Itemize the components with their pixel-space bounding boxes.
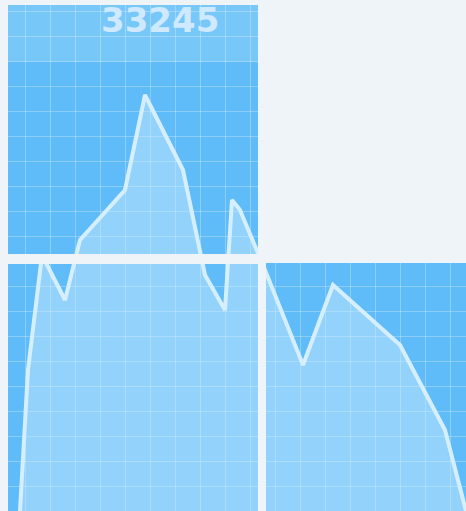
svg-text:33245: 33245 <box>101 0 219 40</box>
